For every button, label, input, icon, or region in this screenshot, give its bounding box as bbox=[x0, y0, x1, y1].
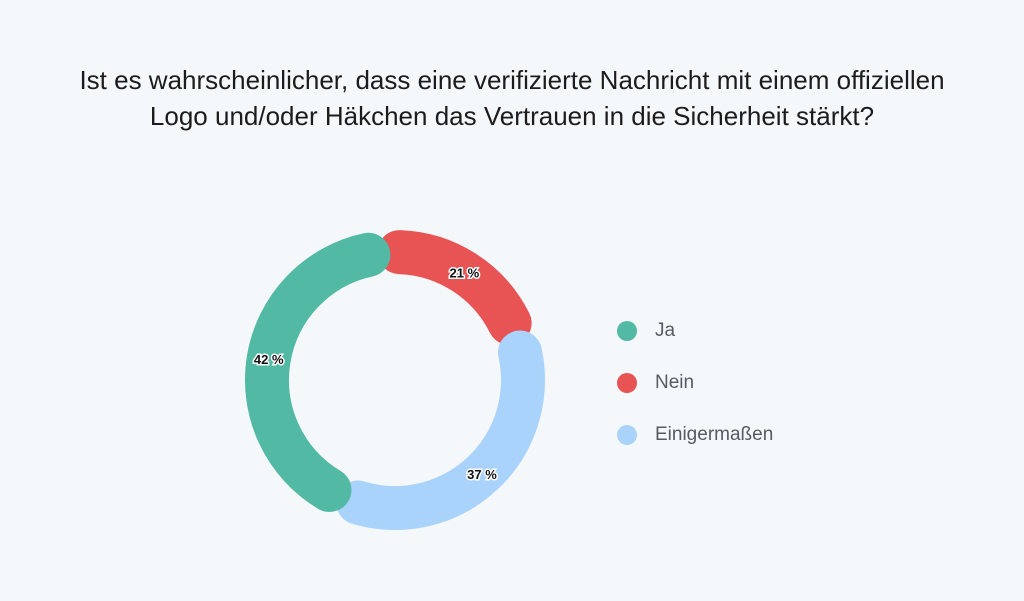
legend-label-nein: Nein bbox=[655, 372, 695, 393]
slice-label-ja: 42 % bbox=[254, 352, 284, 367]
legend-swatch-einigermassen bbox=[617, 425, 637, 445]
slice-label-einigermassen: 37 % bbox=[467, 467, 497, 482]
slice-einigermassen bbox=[336, 330, 545, 530]
legend-label-ja: Ja bbox=[655, 320, 676, 341]
chart-title: Ist es wahrscheinlicher, dass eine verif… bbox=[79, 65, 945, 131]
legend: Ja Nein Einigermaßen bbox=[617, 318, 773, 474]
legend-swatch-ja bbox=[617, 321, 637, 341]
slice-label-nein: 21 % bbox=[450, 265, 480, 280]
legend-item-einigermassen: Einigermaßen bbox=[617, 422, 773, 448]
legend-label-einigermassen: Einigermaßen bbox=[655, 424, 774, 445]
legend-item-ja: Ja bbox=[617, 318, 773, 344]
legend-item-nein: Nein bbox=[617, 370, 773, 396]
legend-swatch-nein bbox=[617, 373, 637, 393]
slice-ja bbox=[245, 232, 391, 512]
slice-nein bbox=[377, 230, 532, 346]
